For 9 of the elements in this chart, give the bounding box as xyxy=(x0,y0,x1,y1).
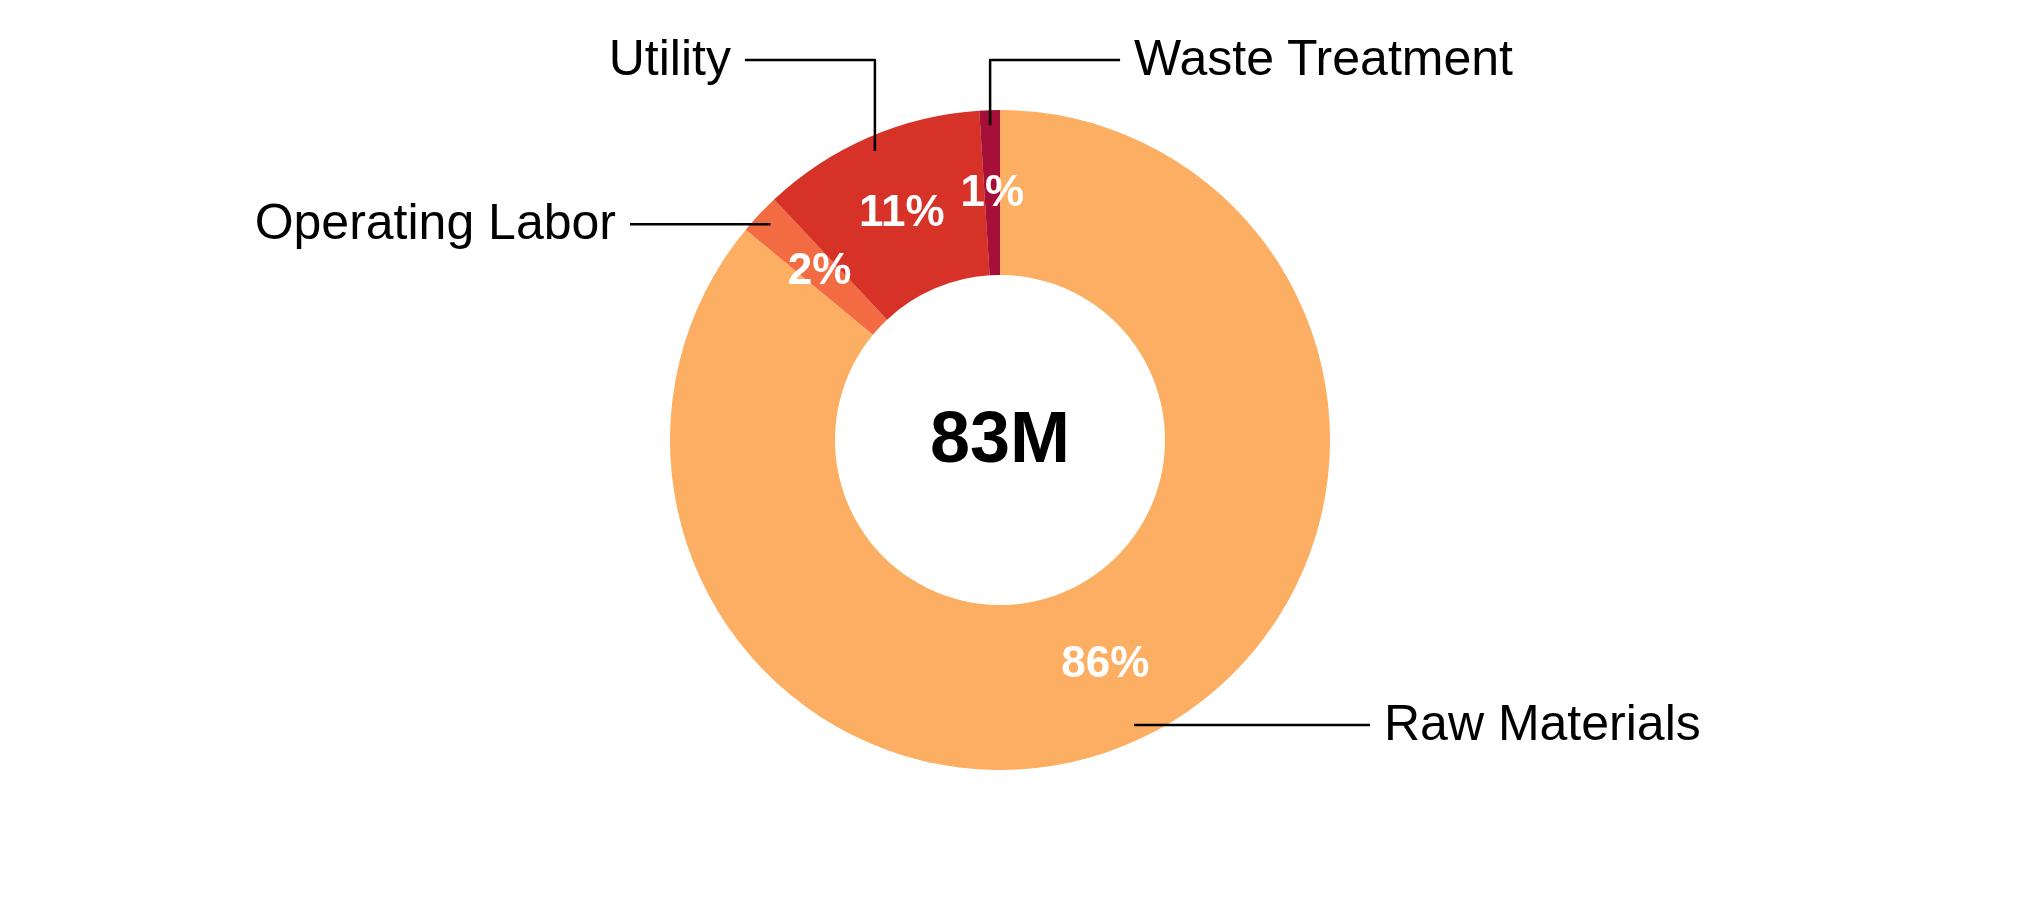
donut-slice xyxy=(670,110,1330,770)
slice-label: Utility xyxy=(608,30,731,86)
slice-label: Waste Treatment xyxy=(1134,30,1514,86)
data-label: 11% xyxy=(858,185,945,235)
slice-label: Operating Labor xyxy=(254,194,616,251)
data-label: 2% xyxy=(787,243,852,293)
slice-label: Raw Materials xyxy=(1384,695,1701,752)
data-label: 86% xyxy=(1061,636,1150,686)
text: 83M xyxy=(929,397,1071,477)
